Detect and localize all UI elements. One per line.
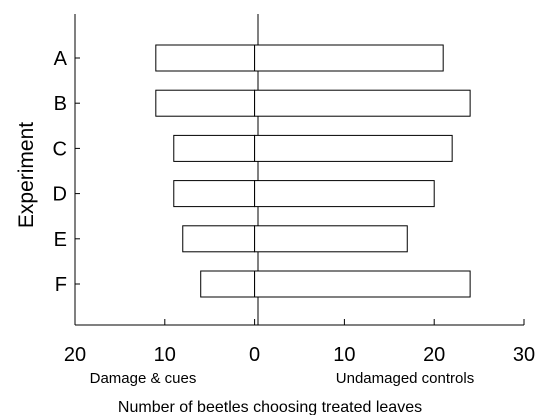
bar-undamaged-a — [254, 44, 444, 72]
x-tick-label-2: 0 — [249, 344, 260, 366]
y-tick-label-a: A — [54, 48, 68, 70]
y-tick-label-d: D — [53, 184, 67, 206]
bar-damage-c — [173, 134, 256, 162]
x-axis-title: Number of beetles choosing treated leave… — [118, 399, 422, 415]
x-ticks-group: 20 10 0 10 20 30 — [64, 319, 535, 366]
bar-damage-f — [200, 270, 256, 298]
bars-group — [155, 44, 471, 298]
bar-undamaged-c — [254, 134, 453, 162]
y-tick-label-f: F — [55, 274, 67, 296]
x-tick-label-5: 30 — [513, 344, 535, 366]
y-tick-label-e: E — [54, 229, 67, 251]
right-side-label: Undamaged controls — [336, 370, 474, 387]
bar-undamaged-d — [254, 180, 435, 208]
bar-undamaged-f — [254, 270, 471, 298]
bar-undamaged-e — [254, 225, 408, 253]
bar-damage-a — [155, 44, 256, 72]
y-tick-label-c: C — [53, 138, 67, 160]
x-tick-label-1: 10 — [154, 344, 176, 366]
bar-damage-b — [155, 89, 256, 117]
x-tick-label-0: 20 — [64, 344, 86, 366]
y-ticks-group: A B C D E F — [53, 48, 80, 296]
y-axis-title: Experiment — [15, 122, 38, 228]
bar-damage-d — [173, 180, 256, 208]
y-tick-label-b: B — [54, 93, 67, 115]
bar-undamaged-b — [254, 89, 471, 117]
left-side-label: Damage & cues — [90, 370, 197, 387]
bar-damage-e — [182, 225, 256, 253]
x-tick-label-4: 20 — [423, 344, 445, 366]
x-tick-label-3: 10 — [333, 344, 355, 366]
